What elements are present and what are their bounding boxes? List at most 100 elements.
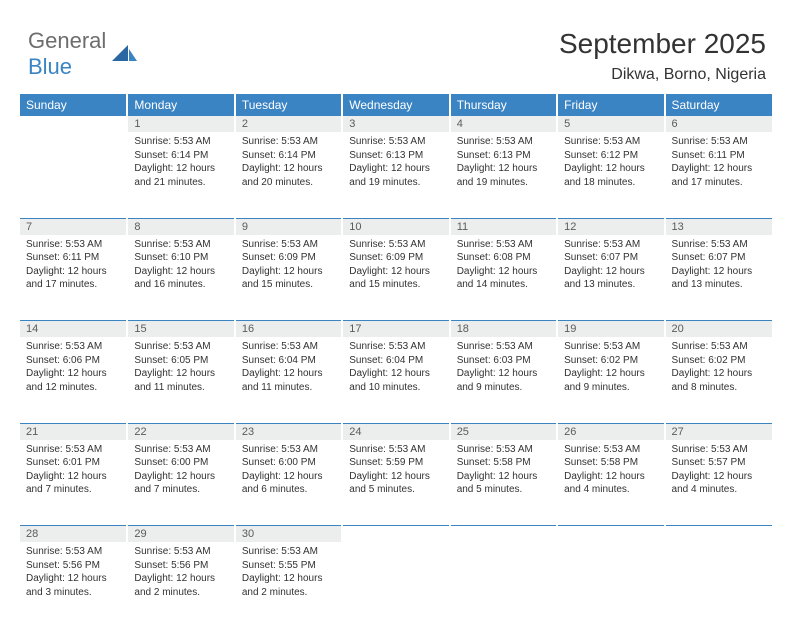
brand-logo: General Blue xyxy=(20,28,138,80)
day-number-cell: 2 xyxy=(235,116,342,132)
daylight-line-2: and 6 minutes. xyxy=(242,483,335,497)
daylight-line-2: and 5 minutes. xyxy=(457,483,550,497)
logo-sail-icon xyxy=(112,43,138,68)
sunrise-line: Sunrise: 5:53 AM xyxy=(349,238,442,252)
day-content-cell: Sunrise: 5:53 AMSunset: 5:56 PMDaylight:… xyxy=(20,542,127,628)
day-number-cell: 9 xyxy=(235,218,342,235)
day-content-cell: Sunrise: 5:53 AMSunset: 6:02 PMDaylight:… xyxy=(557,337,664,423)
day-number-cell: 11 xyxy=(450,218,557,235)
daylight-line-1: Daylight: 12 hours xyxy=(672,162,766,176)
daylight-line-2: and 13 minutes. xyxy=(564,278,657,292)
calendar-page: General Blue September 2025 Dikwa, Borno… xyxy=(0,0,792,640)
day-number-cell: 18 xyxy=(450,321,557,338)
weekday-header-row: Sunday Monday Tuesday Wednesday Thursday… xyxy=(20,94,772,116)
day-number-cell: 7 xyxy=(20,218,127,235)
sunset-line: Sunset: 6:02 PM xyxy=(564,354,657,368)
daylight-line-1: Daylight: 12 hours xyxy=(242,367,335,381)
sunset-line: Sunset: 6:14 PM xyxy=(134,149,227,163)
sunrise-line: Sunrise: 5:53 AM xyxy=(134,238,227,252)
sunrise-line: Sunrise: 5:53 AM xyxy=(349,340,442,354)
sunrise-line: Sunrise: 5:53 AM xyxy=(672,135,766,149)
sunrise-line: Sunrise: 5:53 AM xyxy=(564,135,657,149)
sunrise-line: Sunrise: 5:53 AM xyxy=(26,545,120,559)
day-number-cell: 16 xyxy=(235,321,342,338)
sunset-line: Sunset: 6:02 PM xyxy=(672,354,766,368)
logo-word-1: General xyxy=(28,28,106,53)
sunrise-line: Sunrise: 5:53 AM xyxy=(134,443,227,457)
daylight-line-2: and 17 minutes. xyxy=(672,176,766,190)
daylight-line-2: and 8 minutes. xyxy=(672,381,766,395)
sunrise-line: Sunrise: 5:53 AM xyxy=(134,135,227,149)
daylight-line-2: and 10 minutes. xyxy=(349,381,442,395)
daylight-line-2: and 4 minutes. xyxy=(564,483,657,497)
daylight-line-1: Daylight: 12 hours xyxy=(134,572,227,586)
day-content-cell: Sunrise: 5:53 AMSunset: 6:08 PMDaylight:… xyxy=(450,235,557,321)
daylight-line-1: Daylight: 12 hours xyxy=(134,367,227,381)
daylight-line-2: and 15 minutes. xyxy=(349,278,442,292)
day-content-cell: Sunrise: 5:53 AMSunset: 6:04 PMDaylight:… xyxy=(235,337,342,423)
daylight-line-1: Daylight: 12 hours xyxy=(134,265,227,279)
sunset-line: Sunset: 6:14 PM xyxy=(242,149,335,163)
weekday-header: Monday xyxy=(127,94,234,116)
weekday-header: Tuesday xyxy=(235,94,342,116)
daylight-line-1: Daylight: 12 hours xyxy=(26,572,120,586)
sunset-line: Sunset: 6:13 PM xyxy=(457,149,550,163)
day-number-cell: 27 xyxy=(665,423,772,440)
sunrise-line: Sunrise: 5:53 AM xyxy=(134,545,227,559)
day-content-row: Sunrise: 5:53 AMSunset: 6:01 PMDaylight:… xyxy=(20,440,772,526)
day-content-cell: Sunrise: 5:53 AMSunset: 6:12 PMDaylight:… xyxy=(557,132,664,218)
sunrise-line: Sunrise: 5:53 AM xyxy=(672,340,766,354)
day-content-cell: Sunrise: 5:53 AMSunset: 6:09 PMDaylight:… xyxy=(342,235,449,321)
day-content-cell: Sunrise: 5:53 AMSunset: 6:07 PMDaylight:… xyxy=(665,235,772,321)
sunrise-line: Sunrise: 5:53 AM xyxy=(457,238,550,252)
location-line: Dikwa, Borno, Nigeria xyxy=(559,66,766,84)
daylight-line-2: and 5 minutes. xyxy=(349,483,442,497)
daylight-line-1: Daylight: 12 hours xyxy=(564,470,657,484)
daylight-line-1: Daylight: 12 hours xyxy=(457,470,550,484)
day-number-cell: 17 xyxy=(342,321,449,338)
day-number-row: 14151617181920 xyxy=(20,321,772,338)
daylight-line-2: and 14 minutes. xyxy=(457,278,550,292)
weekday-header: Wednesday xyxy=(342,94,449,116)
sunrise-line: Sunrise: 5:53 AM xyxy=(242,443,335,457)
daylight-line-2: and 16 minutes. xyxy=(134,278,227,292)
sunset-line: Sunset: 5:56 PM xyxy=(134,559,227,573)
day-content-row: Sunrise: 5:53 AMSunset: 6:14 PMDaylight:… xyxy=(20,132,772,218)
day-number-cell: 4 xyxy=(450,116,557,132)
day-number-cell: 24 xyxy=(342,423,449,440)
daylight-line-1: Daylight: 12 hours xyxy=(242,470,335,484)
day-content-cell xyxy=(557,542,664,628)
sunset-line: Sunset: 6:00 PM xyxy=(242,456,335,470)
day-content-cell: Sunrise: 5:53 AMSunset: 5:59 PMDaylight:… xyxy=(342,440,449,526)
day-number-cell xyxy=(20,116,127,132)
day-number-row: 21222324252627 xyxy=(20,423,772,440)
weekday-header: Thursday xyxy=(450,94,557,116)
daylight-line-1: Daylight: 12 hours xyxy=(672,265,766,279)
day-content-cell: Sunrise: 5:53 AMSunset: 6:01 PMDaylight:… xyxy=(20,440,127,526)
daylight-line-1: Daylight: 12 hours xyxy=(134,470,227,484)
daylight-line-2: and 2 minutes. xyxy=(134,586,227,600)
day-content-cell: Sunrise: 5:53 AMSunset: 6:14 PMDaylight:… xyxy=(235,132,342,218)
day-number-cell: 30 xyxy=(235,526,342,543)
daylight-line-1: Daylight: 12 hours xyxy=(349,367,442,381)
sunrise-line: Sunrise: 5:53 AM xyxy=(26,443,120,457)
day-content-cell xyxy=(450,542,557,628)
day-content-cell: Sunrise: 5:53 AMSunset: 5:55 PMDaylight:… xyxy=(235,542,342,628)
day-number-cell: 8 xyxy=(127,218,234,235)
sunrise-line: Sunrise: 5:53 AM xyxy=(242,340,335,354)
daylight-line-2: and 13 minutes. xyxy=(672,278,766,292)
sunset-line: Sunset: 5:55 PM xyxy=(242,559,335,573)
daylight-line-2: and 11 minutes. xyxy=(134,381,227,395)
sunset-line: Sunset: 5:58 PM xyxy=(564,456,657,470)
day-number-cell: 20 xyxy=(665,321,772,338)
sunset-line: Sunset: 6:05 PM xyxy=(134,354,227,368)
day-content-cell: Sunrise: 5:53 AMSunset: 6:03 PMDaylight:… xyxy=(450,337,557,423)
sunrise-line: Sunrise: 5:53 AM xyxy=(349,135,442,149)
day-content-cell: Sunrise: 5:53 AMSunset: 6:05 PMDaylight:… xyxy=(127,337,234,423)
daylight-line-1: Daylight: 12 hours xyxy=(134,162,227,176)
title-block: September 2025 Dikwa, Borno, Nigeria xyxy=(559,28,772,84)
day-number-cell: 3 xyxy=(342,116,449,132)
day-number-row: 78910111213 xyxy=(20,218,772,235)
sunset-line: Sunset: 6:07 PM xyxy=(564,251,657,265)
day-content-row: Sunrise: 5:53 AMSunset: 5:56 PMDaylight:… xyxy=(20,542,772,628)
